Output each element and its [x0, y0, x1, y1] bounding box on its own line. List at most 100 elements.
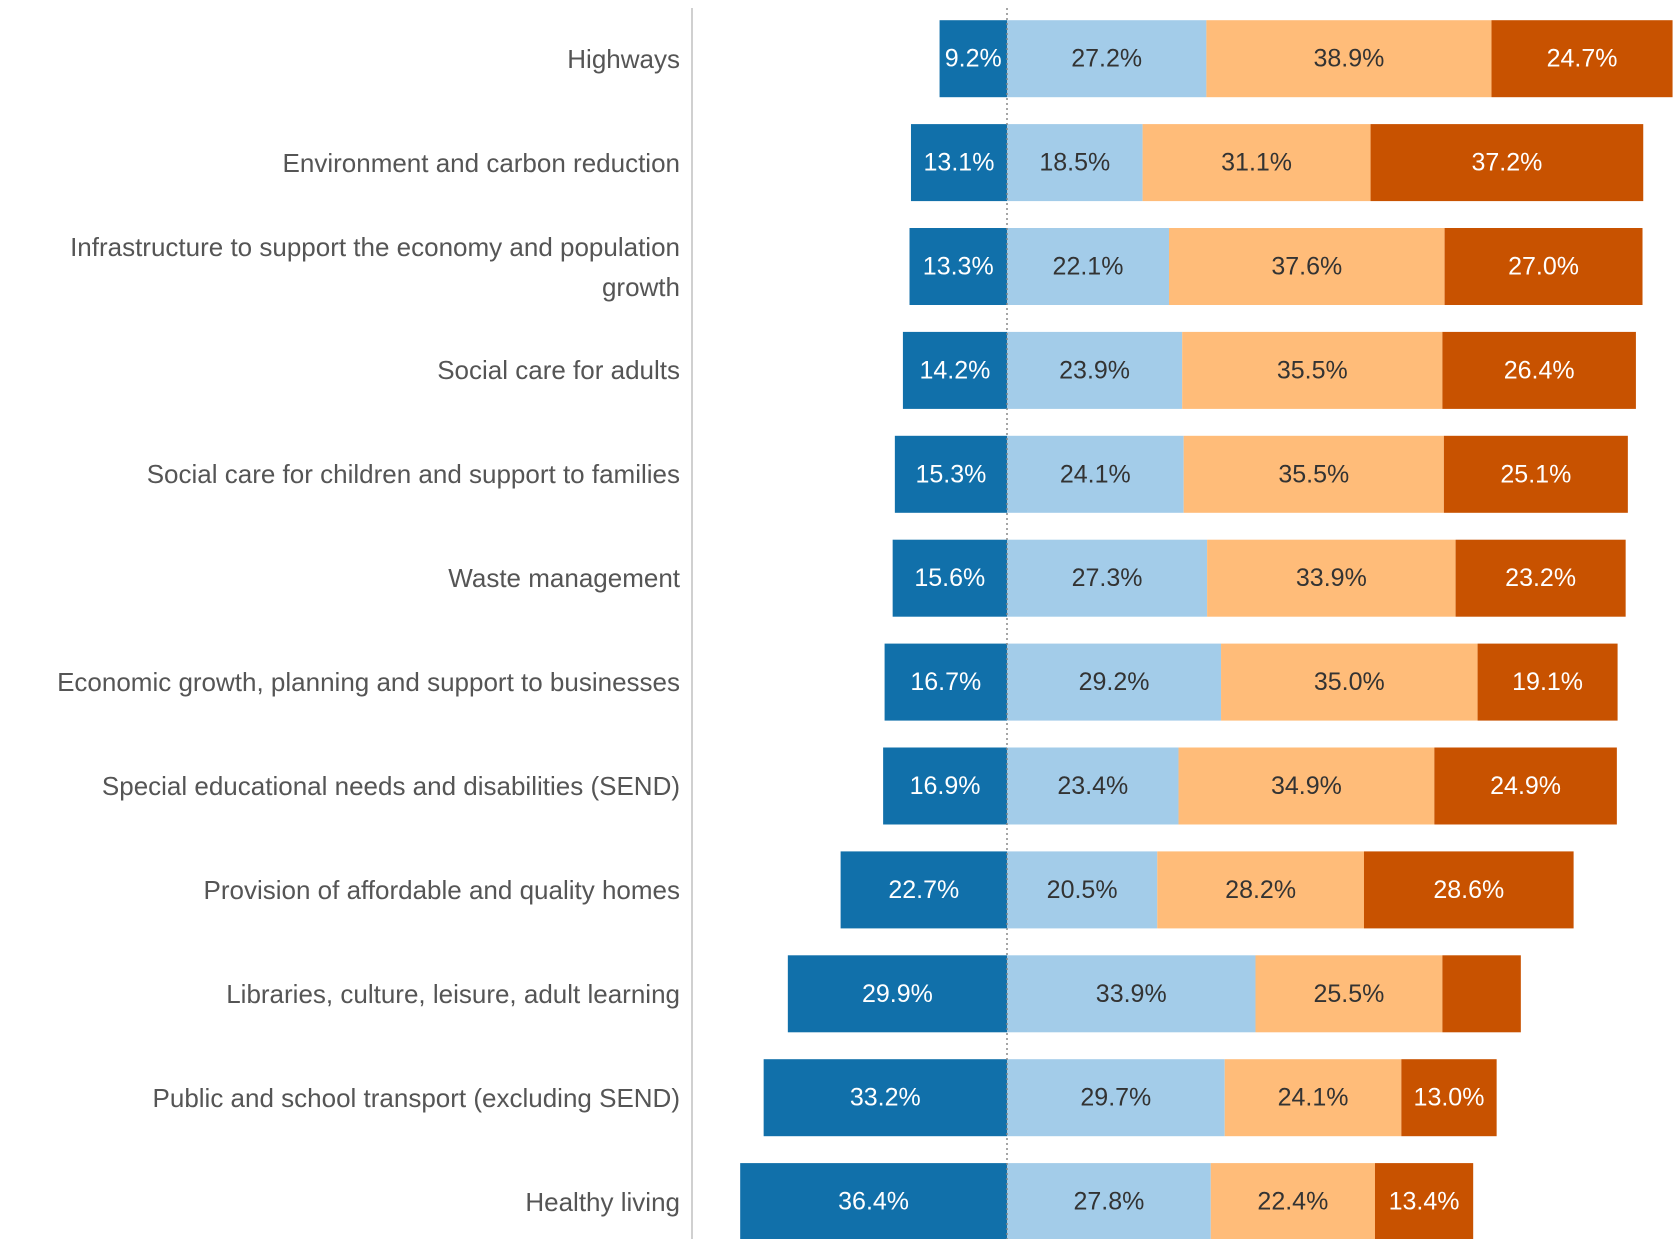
- bar-segment: [1007, 124, 1143, 202]
- value-label: 29.7%: [1080, 1084, 1151, 1112]
- value-label: 36.4%: [838, 1188, 909, 1216]
- value-label: 22.7%: [888, 876, 959, 904]
- category-text: Social care for children and support to …: [146, 459, 680, 490]
- value-label: 37.6%: [1271, 253, 1342, 281]
- value-label: 24.9%: [1490, 772, 1561, 800]
- bar-segment: [1221, 643, 1478, 721]
- value-label: 29.9%: [862, 980, 933, 1008]
- value-label: 38.9%: [1313, 45, 1384, 73]
- value-label: 18.5%: [1039, 149, 1110, 177]
- category-text: Healthy living: [525, 1186, 680, 1217]
- value-label: 33.9%: [1096, 980, 1167, 1008]
- bar-segment: [1491, 20, 1673, 98]
- bar-segment: [1007, 643, 1222, 721]
- bar-segment: [1178, 747, 1435, 825]
- category-label: Libraries, culture, leisure, adult learn…: [0, 942, 680, 1046]
- value-label: 15.3%: [915, 460, 986, 488]
- bar-segment: [1157, 851, 1364, 929]
- value-label: 37.2%: [1471, 149, 1542, 177]
- bar-segment: [840, 851, 1007, 929]
- value-label: 23.4%: [1057, 772, 1128, 800]
- bar-segment: [902, 331, 1007, 409]
- value-label: 19.1%: [1512, 668, 1583, 696]
- bar-segment: [1007, 747, 1179, 825]
- bar-segment: [1210, 1163, 1375, 1239]
- category-text: Economic growth, planning and support to…: [57, 667, 680, 698]
- bar-segment: [1206, 20, 1492, 98]
- bar-segment: [1374, 1163, 1474, 1239]
- value-label: 23.2%: [1505, 564, 1576, 592]
- category-text: Social care for adults: [437, 355, 680, 386]
- value-label: 35.5%: [1277, 356, 1348, 384]
- value-label: 33.2%: [850, 1084, 921, 1112]
- category-text: Provision of affordable and quality home…: [203, 874, 680, 905]
- value-label: 24.1%: [1278, 1084, 1349, 1112]
- category-text: Infrastructure to support the economy an…: [70, 231, 680, 302]
- bar-segment: [910, 124, 1007, 202]
- bar-segment: [1007, 20, 1207, 98]
- value-label: 31.1%: [1221, 149, 1292, 177]
- value-label: 28.6%: [1433, 876, 1504, 904]
- category-label: Provision of affordable and quality home…: [0, 838, 680, 942]
- category-label: Healthy living: [0, 1150, 680, 1239]
- bar-segment: [740, 1163, 1007, 1239]
- value-label: 15.6%: [914, 564, 985, 592]
- category-label: Environment and carbon reduction: [0, 111, 680, 215]
- bar-segment: [1442, 955, 1521, 1033]
- category-text: Public and school transport (excluding S…: [152, 1082, 680, 1113]
- category-label: Infrastructure to support the economy an…: [0, 215, 680, 319]
- value-label: 9.2%: [945, 45, 1002, 73]
- category-label: Social care for adults: [0, 318, 680, 422]
- bar-segment: [1434, 747, 1617, 825]
- bar-segment: [1007, 435, 1184, 513]
- value-label: 24.1%: [1060, 460, 1131, 488]
- bar-segment: [884, 643, 1007, 721]
- category-label: Waste management: [0, 526, 680, 630]
- category-text: Environment and carbon reduction: [282, 147, 680, 178]
- bar-segment: [883, 747, 1007, 825]
- value-label: 33.9%: [1296, 564, 1367, 592]
- value-label: 20.5%: [1047, 876, 1118, 904]
- bar-segment: [1007, 1163, 1211, 1239]
- value-label: 16.9%: [910, 772, 981, 800]
- value-label: 22.4%: [1257, 1188, 1328, 1216]
- value-label: 27.2%: [1071, 45, 1142, 73]
- value-label: 13.3%: [923, 253, 994, 281]
- bar-segment: [1168, 228, 1445, 305]
- bar-segment: [1182, 331, 1443, 409]
- bar-segment: [763, 1059, 1007, 1137]
- value-label: 13.0%: [1414, 1084, 1485, 1112]
- bar-segment: [1363, 851, 1574, 929]
- category-text: Libraries, culture, leisure, adult learn…: [226, 978, 680, 1009]
- bar-segment: [1007, 228, 1169, 305]
- bar-segment: [1443, 435, 1628, 513]
- category-label: Social care for children and support to …: [0, 422, 680, 526]
- bar-segment: [1224, 1059, 1402, 1137]
- value-label: 13.1%: [924, 149, 995, 177]
- value-label: 24.7%: [1547, 45, 1618, 73]
- bar-segment: [1142, 124, 1371, 202]
- bar-segment: [1455, 539, 1626, 617]
- bar-segment: [1207, 539, 1456, 617]
- category-label: Special educational needs and disabiliti…: [0, 734, 680, 838]
- category-text: Waste management: [448, 563, 680, 594]
- value-label: 23.9%: [1059, 356, 1130, 384]
- value-label: 25.5%: [1313, 980, 1384, 1008]
- bar-segment: [1007, 851, 1158, 929]
- category-text: Highways: [567, 43, 680, 74]
- value-label: 22.1%: [1053, 253, 1124, 281]
- value-label: 29.2%: [1079, 668, 1150, 696]
- category-label: Public and school transport (excluding S…: [0, 1046, 680, 1150]
- bar-segment: [1477, 643, 1618, 721]
- value-label: 34.9%: [1271, 772, 1342, 800]
- bar-segment: [1007, 331, 1183, 409]
- category-text: Special educational needs and disabiliti…: [101, 771, 680, 801]
- category-label: Economic growth, planning and support to…: [0, 630, 680, 734]
- bar-segment: [1007, 1059, 1225, 1137]
- value-label: 16.7%: [910, 668, 981, 696]
- bar-segment: [1007, 955, 1256, 1033]
- bar-segment: [1442, 331, 1636, 409]
- value-label: 26.4%: [1504, 356, 1575, 384]
